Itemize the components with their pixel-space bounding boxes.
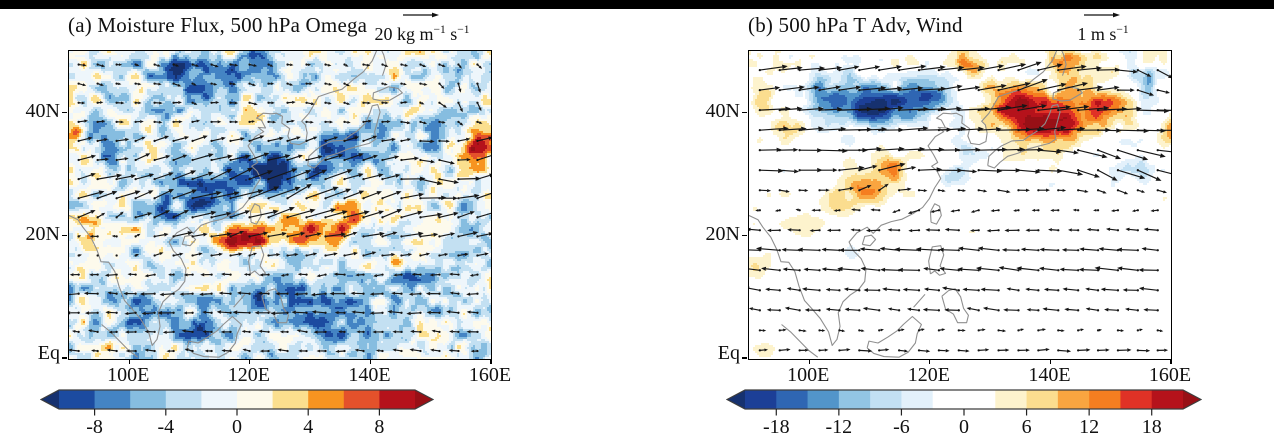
x-axis-tick-label: 160E — [468, 364, 512, 386]
x-axis-tick — [369, 359, 372, 364]
colorbar-tick-label: 4 — [303, 416, 314, 438]
y-axis-tick-label: 40N — [25, 99, 60, 122]
x-axis-tick — [929, 359, 931, 364]
colorbar-tick-label: -8 — [86, 416, 103, 438]
x-axis-tick-label: 140E — [348, 364, 391, 386]
colorbar-tick-label: 12 — [1079, 416, 1100, 438]
panel-b-map-canvas — [749, 51, 1171, 359]
panel-a-map — [62, 50, 492, 364]
colorbar-tick-label: -4 — [157, 416, 175, 438]
x-axis-tick-label: 100E — [107, 364, 150, 386]
y-axis-tick — [62, 235, 68, 237]
x-axis-tick — [1170, 359, 1172, 364]
y-axis-tick-label: Eq — [37, 342, 60, 364]
x-axis-tick — [249, 359, 251, 364]
panel-b-colorbar — [725, 389, 1203, 422]
x-axis-tick-label: 120E — [907, 364, 950, 386]
x-axis-tick-label: 120E — [227, 364, 270, 386]
reference-arrow-icon — [403, 6, 441, 24]
top-black-bar — [0, 0, 1274, 9]
panel-a-reference-vector: 20 kg m−1 s−1 — [357, 6, 487, 44]
colorbar-tick-label: 18 — [1141, 416, 1162, 438]
y-axis-tick — [62, 112, 68, 114]
x-axis-tick — [490, 359, 492, 364]
colorbar-tick-label: 6 — [1021, 416, 1032, 438]
colorbar-icon — [39, 389, 435, 416]
panel-b-reference-vector: 1 m s−1 — [1038, 6, 1168, 44]
colorbar-icon — [725, 389, 1203, 416]
x-axis-tick — [128, 359, 130, 364]
y-axis-tick — [742, 112, 748, 114]
x-axis-tick-label: 160E — [1148, 364, 1192, 386]
y-axis-tick-label: Eq — [717, 342, 740, 364]
reference-arrow-icon — [403, 12, 439, 18]
panel-a-colorbar — [39, 389, 435, 422]
colorbar-tick-label: -18 — [762, 416, 790, 438]
panel-a-map-canvas — [69, 51, 491, 359]
panel-b-reference-vector-label: 1 m s−1 — [1077, 24, 1129, 44]
colorbar-tick-label: 0 — [959, 416, 969, 438]
panel-b-map — [742, 50, 1172, 364]
y-axis-tick — [62, 357, 68, 359]
y-axis-tick — [742, 235, 748, 237]
colorbar-tick-label: -6 — [893, 416, 910, 438]
panel-b-title: (b) 500 hPa T Adv, Wind — [748, 13, 963, 37]
panel-a-title: (a) Moisture Flux, 500 hPa Omega — [68, 13, 368, 37]
x-axis-tick — [1049, 359, 1052, 364]
y-axis-tick-label: 20N — [25, 222, 60, 245]
colorbar-tick-label: -12 — [825, 416, 853, 438]
x-axis-tick-label: 140E — [1028, 364, 1071, 386]
y-axis-tick — [742, 357, 748, 359]
reference-arrow-icon — [1084, 6, 1122, 24]
y-axis-tick-label: 20N — [705, 222, 740, 245]
x-axis-tick-label: 100E — [787, 364, 830, 386]
x-axis-tick — [808, 359, 810, 364]
colorbar-tick-label: 8 — [374, 416, 385, 438]
reference-arrow-icon — [1084, 12, 1120, 18]
panel-a-reference-vector-label: 20 kg m−1 s−1 — [374, 24, 470, 44]
colorbar-tick-label: 0 — [232, 416, 242, 438]
y-axis-tick-label: 40N — [705, 99, 740, 122]
